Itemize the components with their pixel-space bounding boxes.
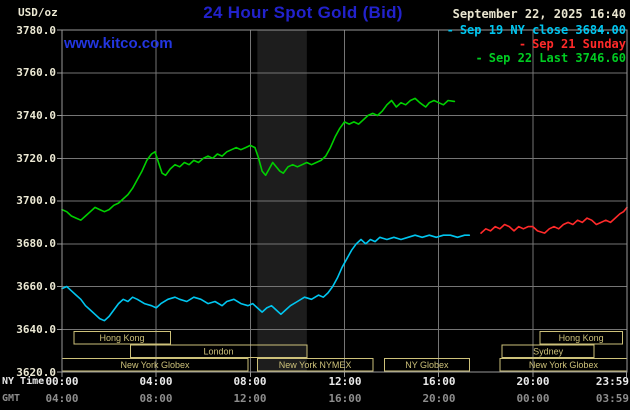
x-tick-label-gmt: 08:00 (139, 392, 173, 405)
x-tick-label-ny: 12:00 (328, 375, 362, 388)
session-box (129, 344, 308, 358)
y-tick-label: 3720.0 (16, 152, 56, 165)
y-tick-label: 3760.0 (16, 66, 56, 79)
y-tick-label: 3700.0 (16, 194, 56, 207)
legend-marker-red: - (518, 37, 527, 51)
y-axis-units-label: USD/oz (18, 6, 58, 19)
series-line-sep19-ny-close (61, 234, 471, 322)
x-tick-label-gmt: 03:59 (595, 392, 629, 405)
session-label: NY Globex (405, 360, 449, 370)
kitco-website-link[interactable]: www.kitco.com (64, 35, 173, 52)
chart-datetime: September 22, 2025 16:40 (452, 7, 626, 21)
legend: - Sep 19 NY close 3684.00 - Sep 21 Sunday … (447, 23, 626, 65)
legend-item-sep19: - Sep 19 NY close 3684.00 (447, 23, 626, 37)
x-tick-label-gmt: 00:00 (516, 392, 550, 405)
session-box (539, 331, 623, 345)
x-tick-label-gmt: 16:00 (328, 392, 362, 405)
x-tick-label-gmt: 20:00 (422, 392, 456, 405)
session-label: Sydney (533, 347, 564, 357)
legend-label: Sep 19 NY close 3684.00 (459, 23, 626, 37)
x-tick-label-ny: 20:00 (516, 375, 550, 388)
session-box (256, 358, 374, 372)
x-tick-label-ny: 04:00 (139, 375, 173, 388)
y-tick-label: 3680.0 (16, 237, 56, 250)
y-tick-label: 3660.0 (16, 280, 56, 293)
session-label: New York Globex (120, 360, 190, 370)
x-tick-label-ny: 23:59 (595, 375, 629, 388)
x-axis-name-gmt: GMT (2, 393, 21, 404)
series-line-sep22-today (61, 97, 456, 221)
session-box (73, 331, 171, 345)
y-tick-label: 3780.0 (16, 24, 56, 37)
x-tick-label-ny: 16:00 (422, 375, 456, 388)
x-tick-label-gmt: 04:00 (45, 392, 79, 405)
y-tick-label: 3740.0 (16, 109, 56, 122)
y-tick-label: 3620.0 (16, 366, 56, 379)
chart-title: 24 Hour Spot Gold (Bid) (203, 3, 403, 22)
session-label: Hong Kong (559, 333, 604, 343)
legend-marker-cyan: - (446, 23, 454, 37)
series-line-sep21-sunday (480, 206, 628, 234)
legend-marker-green: - (475, 51, 483, 65)
session-label: London (204, 347, 234, 357)
x-tick-label-gmt: 12:00 (233, 392, 267, 405)
legend-item-sep22: - Sep 22 Last 3746.60 (447, 51, 626, 65)
x-axis-name-ny-time: NY Time (2, 376, 45, 387)
session-box (384, 358, 470, 372)
session-label: Hong Kong (100, 333, 145, 343)
legend-label: Sep 22 Last 3746.60 (488, 51, 626, 65)
session-label: New York NYMEX (279, 360, 352, 370)
session-label: New York Globex (529, 360, 599, 370)
x-tick-label-ny: 08:00 (233, 375, 267, 388)
session-box (501, 344, 595, 358)
y-tick-label: 3640.0 (16, 323, 56, 336)
legend-item-sep21: - Sep 21 Sunday (447, 37, 626, 51)
legend-label: Sep 21 Sunday (532, 37, 626, 51)
x-tick-label-ny: 00:00 (45, 375, 79, 388)
